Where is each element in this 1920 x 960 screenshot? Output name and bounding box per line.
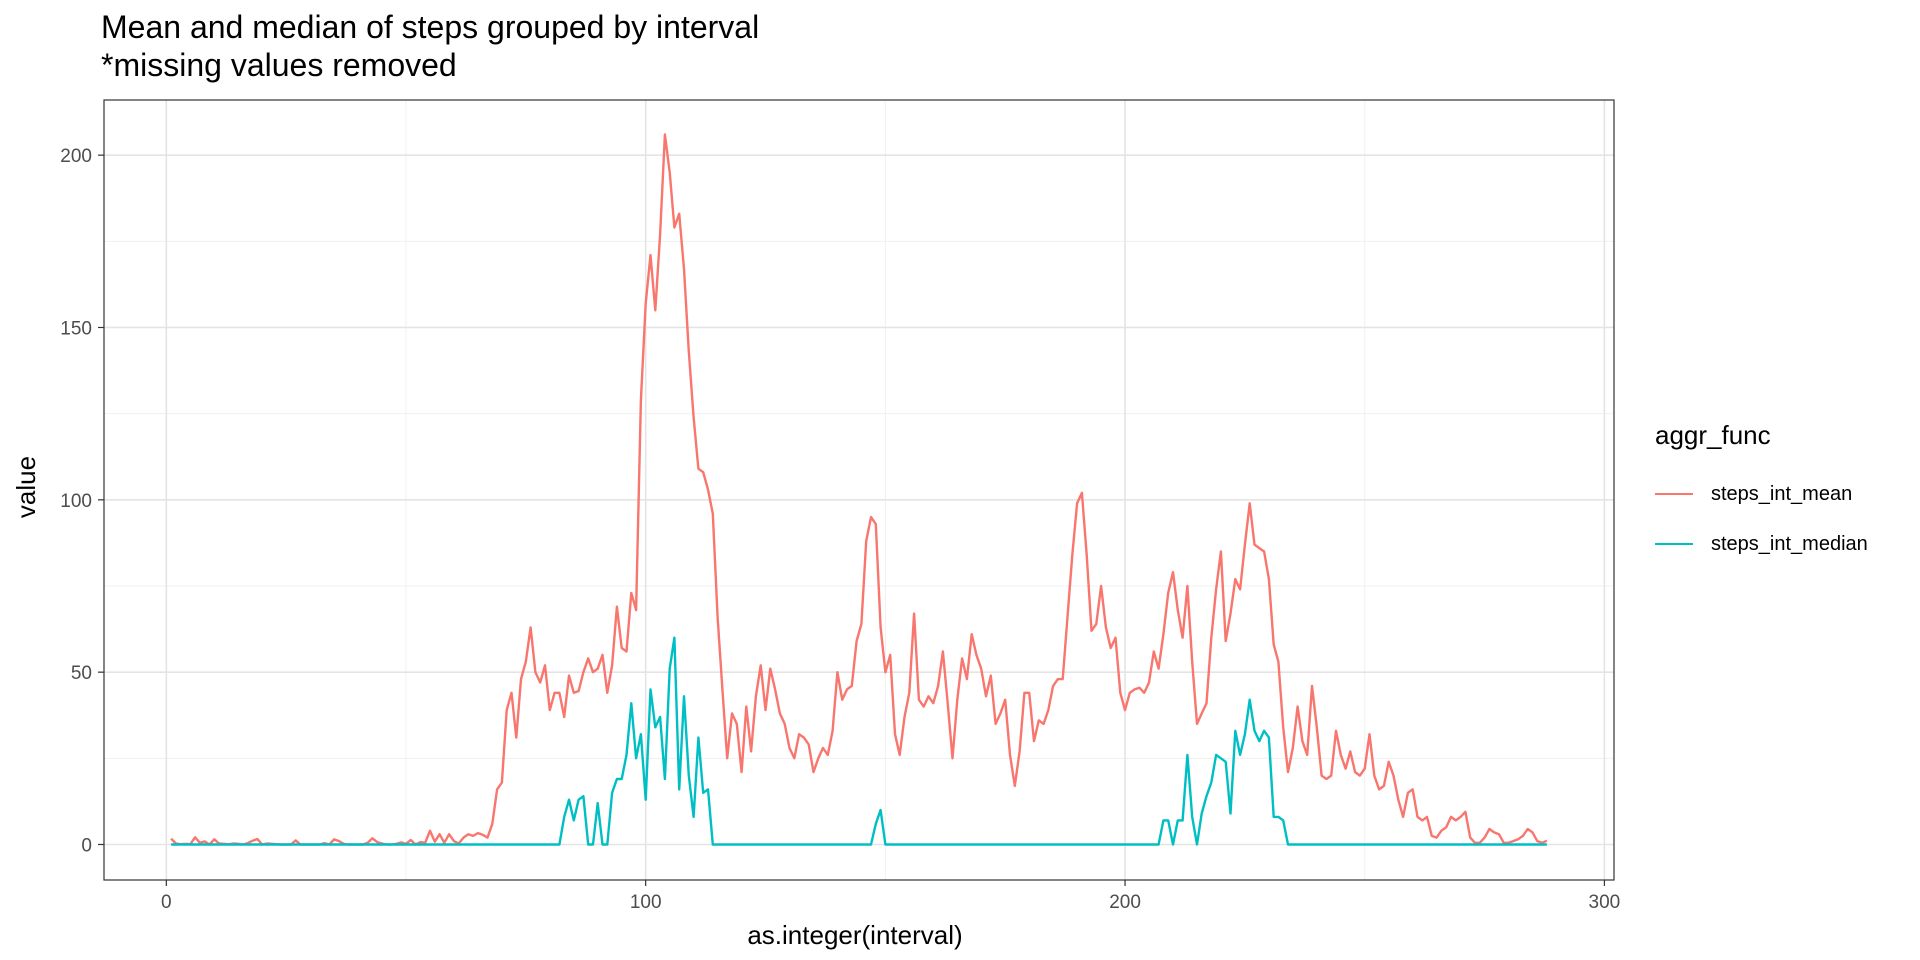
y-tick-label: 50: [71, 663, 92, 684]
legend-label-steps-int-median: steps_int_median: [1711, 532, 1868, 555]
series-line-steps-int-median: [171, 636, 1547, 846]
panel-border: [103, 99, 1615, 881]
legend-key-steps-int-median: [1655, 543, 1693, 545]
chart-title: Mean and median of steps grouped by inte…: [101, 9, 760, 45]
chart-title-block: Mean and median of steps grouped by inte…: [101, 8, 759, 84]
x-axis-label: as.integer(interval): [747, 920, 962, 950]
y-axis-label: value: [11, 456, 41, 518]
y-tick-label: 200: [60, 146, 92, 167]
chart-subtitle: *missing values removed: [101, 47, 457, 83]
legend-item-steps-int-median: steps_int_median: [1655, 519, 1868, 569]
y-axis-ticks: 0 50 100 150 200: [60, 146, 104, 856]
legend-label-steps-int-mean: steps_int_mean: [1711, 482, 1853, 505]
series-layer: [170, 133, 1548, 846]
y-tick-label: 0: [81, 835, 92, 856]
minor-gridlines: [104, 100, 1614, 880]
x-axis-ticks: 0 100 200 300: [161, 880, 1620, 913]
legend: aggr_func steps_int_mean steps_int_media…: [1655, 420, 1868, 569]
x-tick-label: 100: [630, 892, 662, 913]
legend-key-steps-int-mean: [1655, 493, 1693, 495]
x-tick-label: 200: [1109, 892, 1141, 913]
y-tick-label: 100: [60, 491, 92, 512]
legend-title: aggr_func: [1655, 420, 1771, 450]
y-tick-label: 150: [60, 318, 92, 339]
x-tick-label: 0: [161, 892, 172, 913]
series-line-steps-int-mean: [170, 133, 1548, 846]
legend-item-steps-int-mean: steps_int_mean: [1655, 469, 1868, 519]
x-tick-label: 300: [1589, 892, 1621, 913]
